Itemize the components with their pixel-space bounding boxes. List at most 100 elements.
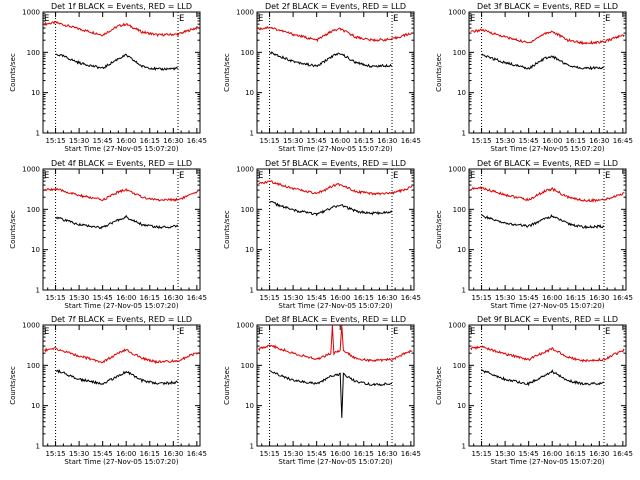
panel-title: Det 8f BLACK = Events, RED = LLD bbox=[265, 315, 406, 324]
plot-frame bbox=[42, 168, 201, 291]
x-tick-label: 16:15 bbox=[566, 450, 586, 458]
events-series-line bbox=[481, 213, 605, 230]
y-tick-label: 1000 bbox=[236, 322, 254, 330]
y-axis-label: Counts/sec bbox=[435, 210, 443, 249]
x-axis-label: Start Time (27-Nov-05 15:07:20) bbox=[278, 458, 392, 466]
x-tick-label: 15:45 bbox=[307, 294, 327, 302]
flag-label: E bbox=[179, 327, 184, 337]
flag-label: E bbox=[258, 14, 263, 24]
panel-title: Det 9f BLACK = Events, RED = LLD bbox=[477, 315, 618, 324]
plot-frame bbox=[468, 11, 627, 134]
x-tick-label: 16:30 bbox=[163, 450, 183, 458]
x-tick-label: 15:15 bbox=[471, 294, 491, 302]
lld-series-line bbox=[258, 325, 413, 363]
flag-label: E bbox=[393, 327, 398, 337]
panel-title: Det 4f BLACK = Events, RED = LLD bbox=[51, 159, 192, 168]
x-tick-label: 16:15 bbox=[140, 294, 160, 302]
panel-2: Det 2f BLACK = Events, RED = LLD 1 10 100 10… bbox=[223, 2, 421, 153]
x-tick-label: 16:00 bbox=[330, 294, 350, 302]
y-tick-label: 1 bbox=[36, 443, 40, 451]
y-tick-label: 1 bbox=[462, 287, 466, 295]
events-series-line bbox=[269, 370, 393, 418]
x-tick-label: 16:15 bbox=[354, 450, 374, 458]
x-tick-label: 15:15 bbox=[259, 137, 279, 145]
x-tick-label: 16:30 bbox=[377, 450, 397, 458]
panel-6: Det 6f BLACK = Events, RED = LLD 1 10 100 10… bbox=[435, 159, 633, 310]
x-tick-label: 16:45 bbox=[613, 450, 633, 458]
x-tick-label: 16:45 bbox=[613, 137, 633, 145]
plot-frame bbox=[468, 324, 627, 447]
x-tick-label: 15:15 bbox=[471, 450, 491, 458]
x-tick-label: 15:45 bbox=[519, 137, 539, 145]
plot-frame bbox=[256, 11, 415, 134]
x-axis-label: Start Time (27-Nov-05 15:07:20) bbox=[64, 145, 178, 153]
panel-4: Det 4f BLACK = Events, RED = LLD 1 10 100 10… bbox=[9, 159, 207, 310]
x-axis-label: Start Time (27-Nov-05 15:07:20) bbox=[64, 458, 178, 466]
y-tick-label: 10 bbox=[245, 246, 254, 254]
y-tick-label: 100 bbox=[27, 206, 40, 214]
x-tick-label: 16:45 bbox=[401, 294, 421, 302]
flag-label: E bbox=[605, 327, 610, 337]
x-tick-label: 16:30 bbox=[589, 450, 609, 458]
x-tick-label: 15:45 bbox=[307, 450, 327, 458]
panel-title: Det 6f BLACK = Events, RED = LLD bbox=[477, 159, 618, 168]
x-tick-label: 15:30 bbox=[69, 450, 89, 458]
x-tick-label: 15:30 bbox=[283, 137, 303, 145]
lld-series-line bbox=[470, 185, 625, 203]
flag-label: E bbox=[470, 171, 475, 181]
x-tick-label: 16:00 bbox=[330, 450, 350, 458]
x-tick-label: 16:30 bbox=[377, 294, 397, 302]
y-axis-label: Counts/sec bbox=[223, 53, 231, 92]
flag-label: E bbox=[179, 171, 184, 181]
x-axis-label: Start Time (27-Nov-05 15:07:20) bbox=[64, 302, 178, 310]
x-tick-label: 16:45 bbox=[187, 137, 207, 145]
y-tick-label: 1 bbox=[250, 287, 254, 295]
x-axis-label: Start Time (27-Nov-05 15:07:20) bbox=[278, 302, 392, 310]
x-tick-label: 16:00 bbox=[330, 137, 350, 145]
x-tick-label: 15:45 bbox=[93, 137, 113, 145]
x-tick-label: 15:30 bbox=[69, 137, 89, 145]
panel-3: Det 3f BLACK = Events, RED = LLD 1 10 100 10… bbox=[435, 2, 633, 153]
x-tick-label: 15:30 bbox=[495, 294, 515, 302]
y-tick-label: 10 bbox=[245, 402, 254, 410]
y-tick-label: 10 bbox=[245, 89, 254, 97]
lld-series-line bbox=[258, 180, 413, 196]
y-tick-label: 1000 bbox=[448, 9, 466, 17]
events-series-line bbox=[481, 53, 605, 71]
x-tick-label: 15:45 bbox=[307, 137, 327, 145]
y-tick-label: 1 bbox=[36, 130, 40, 138]
y-tick-label: 10 bbox=[457, 246, 466, 254]
lld-series-line bbox=[470, 345, 625, 363]
y-tick-label: 1 bbox=[462, 443, 466, 451]
plot-frame bbox=[256, 324, 415, 447]
flag-label: E bbox=[470, 327, 475, 337]
flag-label: E bbox=[258, 327, 263, 337]
y-tick-label: 100 bbox=[241, 362, 254, 370]
y-axis-label: Counts/sec bbox=[9, 53, 17, 92]
flag-label: E bbox=[44, 327, 49, 337]
y-tick-label: 10 bbox=[31, 402, 40, 410]
y-tick-label: 1000 bbox=[236, 166, 254, 174]
x-tick-label: 15:15 bbox=[259, 294, 279, 302]
x-axis-label: Start Time (27-Nov-05 15:07:20) bbox=[490, 145, 604, 153]
x-tick-label: 16:45 bbox=[613, 294, 633, 302]
y-tick-label: 1000 bbox=[22, 322, 40, 330]
y-tick-label: 100 bbox=[453, 362, 466, 370]
y-axis-label: Counts/sec bbox=[9, 210, 17, 249]
panel-title: Det 5f BLACK = Events, RED = LLD bbox=[265, 159, 406, 168]
y-axis-label: Counts/sec bbox=[435, 53, 443, 92]
x-tick-label: 15:45 bbox=[519, 450, 539, 458]
flag-label: E bbox=[605, 171, 610, 181]
x-tick-label: 16:15 bbox=[566, 137, 586, 145]
plot-frame bbox=[42, 324, 201, 447]
x-tick-label: 16:30 bbox=[589, 137, 609, 145]
y-tick-label: 10 bbox=[31, 246, 40, 254]
x-tick-label: 16:15 bbox=[140, 137, 160, 145]
x-tick-label: 16:45 bbox=[187, 450, 207, 458]
flag-label: E bbox=[179, 14, 184, 24]
lld-series-line bbox=[258, 25, 413, 43]
y-tick-label: 10 bbox=[457, 402, 466, 410]
y-tick-label: 100 bbox=[453, 206, 466, 214]
